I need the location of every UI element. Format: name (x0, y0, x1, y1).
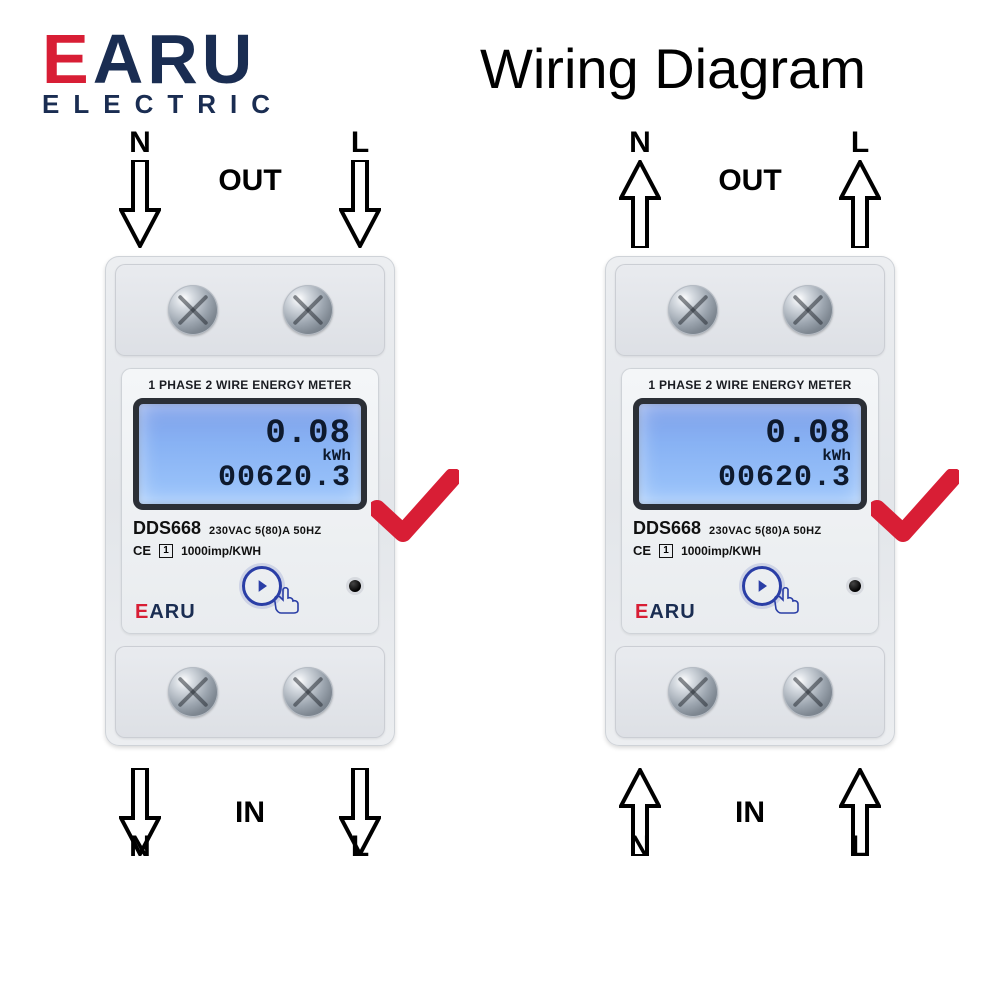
lcd-total-value: 00620.3 (218, 464, 351, 493)
screw-terminal-icon (783, 667, 833, 717)
device-brand-logo: EARU (135, 601, 196, 624)
device-model: DDS668 (133, 518, 201, 539)
class-mark-icon: 1 (159, 544, 173, 558)
terminal-l-label: L (351, 830, 369, 864)
device-face: 1 PHASE 2 WIRE ENERGY METER 0.08 kWh 006… (621, 368, 879, 634)
in-label: IN (235, 796, 265, 830)
out-label: OUT (218, 164, 281, 198)
wiring-config-1: OUT N L (30, 130, 470, 872)
diagram-title: Wiring Diagram (480, 36, 866, 101)
arrow-down-icon (119, 160, 161, 248)
bottom-arrow-row: IN N L (105, 752, 395, 872)
lcd-display: 0.08 kWh 00620.3 (633, 398, 867, 510)
arrow-up-icon (619, 160, 661, 248)
in-label: IN (735, 796, 765, 830)
class-mark-icon: 1 (659, 544, 673, 558)
device-specs: DDS668 230VAC 5(80)A 50HZ (633, 518, 867, 539)
bottom-arrow-row: IN N L (605, 752, 895, 872)
arrow-up-icon (839, 160, 881, 248)
top-arrow-row: OUT N L (605, 130, 895, 250)
arrow-n-in: N (605, 768, 675, 856)
lcd-reading-value: 0.08 (265, 418, 351, 450)
brand-logo-sub: ELECTRIC (42, 89, 284, 120)
impulse-rate: 1000imp/KWH (181, 544, 261, 558)
ce-mark-icon: CE (133, 543, 151, 558)
screw-terminal-icon (283, 667, 333, 717)
bottom-terminals (115, 646, 385, 738)
check-correct-icon (871, 469, 959, 549)
device-rating: 230VAC 5(80)A 50HZ (209, 525, 321, 537)
arrow-l-out: L (825, 132, 895, 248)
arrow-down-icon (339, 160, 381, 248)
arrow-l-in: L (825, 768, 895, 856)
meters-row: OUT N L (0, 130, 1000, 1000)
arrow-n-in: N (105, 768, 175, 856)
brand-logo-main: EARU (42, 28, 284, 91)
device-title: 1 PHASE 2 WIRE ENERGY METER (133, 378, 367, 392)
check-correct-icon (371, 469, 459, 549)
screw-terminal-icon (668, 285, 718, 335)
lcd-total-value: 00620.3 (718, 464, 851, 493)
device-brand-logo: EARU (635, 601, 696, 624)
device-specs: DDS668 230VAC 5(80)A 50HZ (133, 518, 367, 539)
device-face: 1 PHASE 2 WIRE ENERGY METER 0.08 kWh 006… (121, 368, 379, 634)
terminal-n-label: N (129, 126, 151, 160)
lcd-reading-value: 0.08 (765, 418, 851, 450)
touch-hand-icon (271, 586, 305, 614)
screw-terminal-icon (283, 285, 333, 335)
lcd-display: 0.08 kWh 00620.3 (133, 398, 367, 510)
energy-meter-device: 1 PHASE 2 WIRE ENERGY METER 0.08 kWh 006… (605, 256, 895, 746)
touch-hand-icon (771, 586, 805, 614)
arrow-l-in: L (325, 768, 395, 856)
arrow-n-out: N (105, 132, 175, 248)
screw-terminal-icon (668, 667, 718, 717)
terminal-n-label: N (629, 126, 651, 160)
brand-logo-rest: ARU (93, 20, 257, 98)
out-label: OUT (718, 164, 781, 198)
wiring-config-2: OUT N L (530, 130, 970, 872)
screw-terminal-icon (168, 285, 218, 335)
terminal-l-label: L (851, 830, 869, 864)
screw-terminal-icon (783, 285, 833, 335)
device-certs-row: CE 1 1000imp/KWH (633, 543, 867, 558)
ce-mark-icon: CE (633, 543, 651, 558)
brand-logo: EARU ELECTRIC (42, 28, 284, 120)
terminal-n-label: N (129, 830, 151, 864)
device-title: 1 PHASE 2 WIRE ENERGY METER (633, 378, 867, 392)
energy-meter-device: 1 PHASE 2 WIRE ENERGY METER 0.08 kWh 006… (105, 256, 395, 746)
pulse-led-icon (349, 580, 361, 592)
terminal-n-label: N (629, 830, 651, 864)
device-certs-row: CE 1 1000imp/KWH (133, 543, 367, 558)
arrow-n-out: N (605, 132, 675, 248)
arrow-l-out: L (325, 132, 395, 248)
pulse-led-icon (849, 580, 861, 592)
terminal-l-label: L (851, 126, 869, 160)
top-arrow-row: OUT N L (105, 130, 395, 250)
top-terminals (615, 264, 885, 356)
top-terminals (115, 264, 385, 356)
brand-logo-e: E (42, 20, 93, 98)
bottom-terminals (615, 646, 885, 738)
device-rating: 230VAC 5(80)A 50HZ (709, 525, 821, 537)
screw-terminal-icon (168, 667, 218, 717)
device-model: DDS668 (633, 518, 701, 539)
terminal-l-label: L (351, 126, 369, 160)
impulse-rate: 1000imp/KWH (681, 544, 761, 558)
